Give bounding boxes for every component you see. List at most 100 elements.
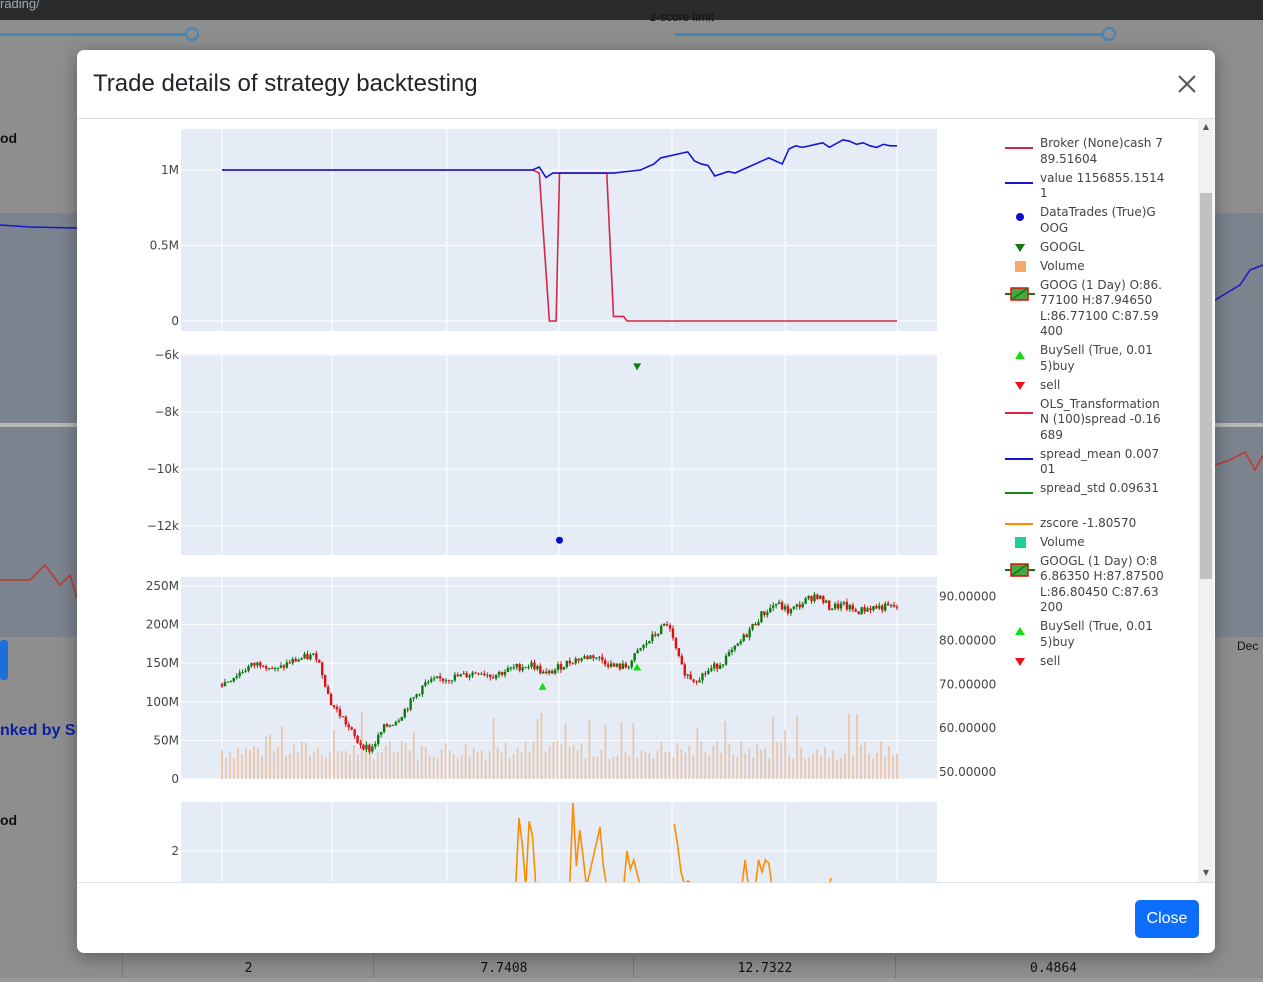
y-tick-label: 50M (153, 733, 179, 747)
zscore-line (673, 823, 692, 882)
volume-bar (644, 751, 647, 779)
candle-body (801, 603, 804, 608)
volume-bar (548, 746, 551, 779)
background-slider-knob-left[interactable] (185, 27, 199, 41)
y-tick-label: 0.5M (150, 239, 179, 253)
background-url-fragment: rading/ (0, 0, 40, 11)
candle-body (798, 604, 801, 608)
candle-body (539, 666, 542, 674)
background-button[interactable] (0, 640, 8, 680)
close-button[interactable]: Close (1135, 900, 1199, 938)
candle-body (318, 659, 321, 663)
candle-body (659, 625, 663, 634)
candle-body (427, 681, 430, 683)
square-legend-icon (1015, 536, 1026, 548)
candle-body (565, 660, 569, 668)
background-slider-knob-right[interactable] (1102, 27, 1116, 41)
candle-body (471, 672, 474, 676)
candle-body (651, 634, 654, 642)
candle-body (397, 720, 401, 723)
line-legend-icon (1005, 492, 1033, 494)
volume-bar (892, 754, 894, 779)
volume-bar (568, 747, 571, 779)
volume-bar (500, 752, 503, 779)
candle-body (359, 742, 362, 746)
volume-bar (456, 758, 459, 779)
triangle-up-legend-icon (1015, 627, 1025, 635)
volume-bar (221, 750, 223, 779)
candle-body (229, 681, 233, 683)
volume-bar (572, 745, 575, 779)
right-y-tick-label: 60.00000 (939, 721, 996, 735)
volume-bar (249, 750, 251, 779)
candle-body (813, 594, 816, 602)
volume-bar (868, 753, 870, 779)
volume-bar (560, 743, 563, 779)
volume-bar (464, 744, 467, 779)
volume-bar (888, 746, 890, 779)
candle-body (379, 731, 383, 735)
legend-label: GOOG (1 Day) O:86.77100 H:87.94650 L:86.… (1040, 277, 1162, 339)
candle-legend-icon (1005, 562, 1035, 577)
scroll-thumb[interactable] (1200, 193, 1212, 579)
volume-bar (800, 747, 802, 779)
modal-footer: Close (77, 882, 1215, 953)
modal-header: Trade details of strategy backtesting (77, 50, 1215, 119)
candle-body (580, 658, 583, 661)
volume-bar (404, 742, 407, 779)
candle-body (497, 672, 501, 675)
candle-body (830, 608, 834, 610)
volume-bar (760, 749, 763, 779)
candle-body (256, 662, 259, 666)
volume-bar (416, 759, 419, 779)
modal-scrollbar[interactable]: ▲ ▼ (1198, 119, 1214, 882)
candle-body (648, 641, 651, 644)
volume-bar (880, 741, 882, 779)
background-ranked-text: nked by Sh (0, 722, 86, 739)
candle-body (506, 667, 510, 672)
candle-body (671, 628, 675, 638)
volume-bar (584, 758, 587, 779)
volume-bar (564, 723, 567, 779)
volume-bar (472, 747, 475, 779)
trade-marker-circle (556, 536, 563, 544)
volume-bar (816, 749, 818, 779)
scroll-up-icon[interactable]: ▲ (1202, 122, 1210, 131)
candle-body (789, 608, 793, 614)
volume-bar (656, 750, 659, 779)
candle-body (238, 672, 241, 677)
candle-body (742, 634, 745, 641)
candle-body (518, 664, 521, 671)
candle-body (391, 724, 395, 726)
candle-body (332, 705, 336, 708)
y-tick-label: −10k (147, 462, 179, 476)
candle-body (889, 604, 893, 606)
candle-body (577, 658, 580, 661)
candle-body (444, 680, 448, 682)
scroll-down-icon[interactable]: ▼ (1202, 868, 1210, 877)
background-header-label-2: od (0, 812, 18, 828)
volume-bar (536, 719, 539, 779)
candle-body (486, 674, 489, 676)
modal-body: 1M 0.5M 0 −6k −8k −10k −12k 250M 200M 150M 100M 50M… (77, 119, 1215, 882)
candle-body (347, 724, 350, 728)
close-icon[interactable] (1173, 70, 1201, 98)
y-tick-label: 2 (171, 844, 179, 858)
candle-body (839, 603, 843, 609)
volume-bar (860, 745, 862, 779)
candle-body (845, 602, 849, 610)
volume-bar (588, 720, 591, 779)
candle-body (542, 671, 545, 674)
candle-body (220, 684, 224, 687)
candle-body (521, 667, 524, 671)
legend-label: Volume (1040, 534, 1085, 549)
candle-body (377, 734, 380, 744)
candle-body (365, 744, 368, 750)
candle-body (745, 634, 748, 638)
candle-body (291, 658, 294, 664)
volume-bar (820, 755, 822, 779)
candle-body (689, 674, 692, 680)
volume-bar (668, 752, 671, 779)
candle-body (571, 663, 574, 665)
volume-bar (596, 756, 599, 779)
